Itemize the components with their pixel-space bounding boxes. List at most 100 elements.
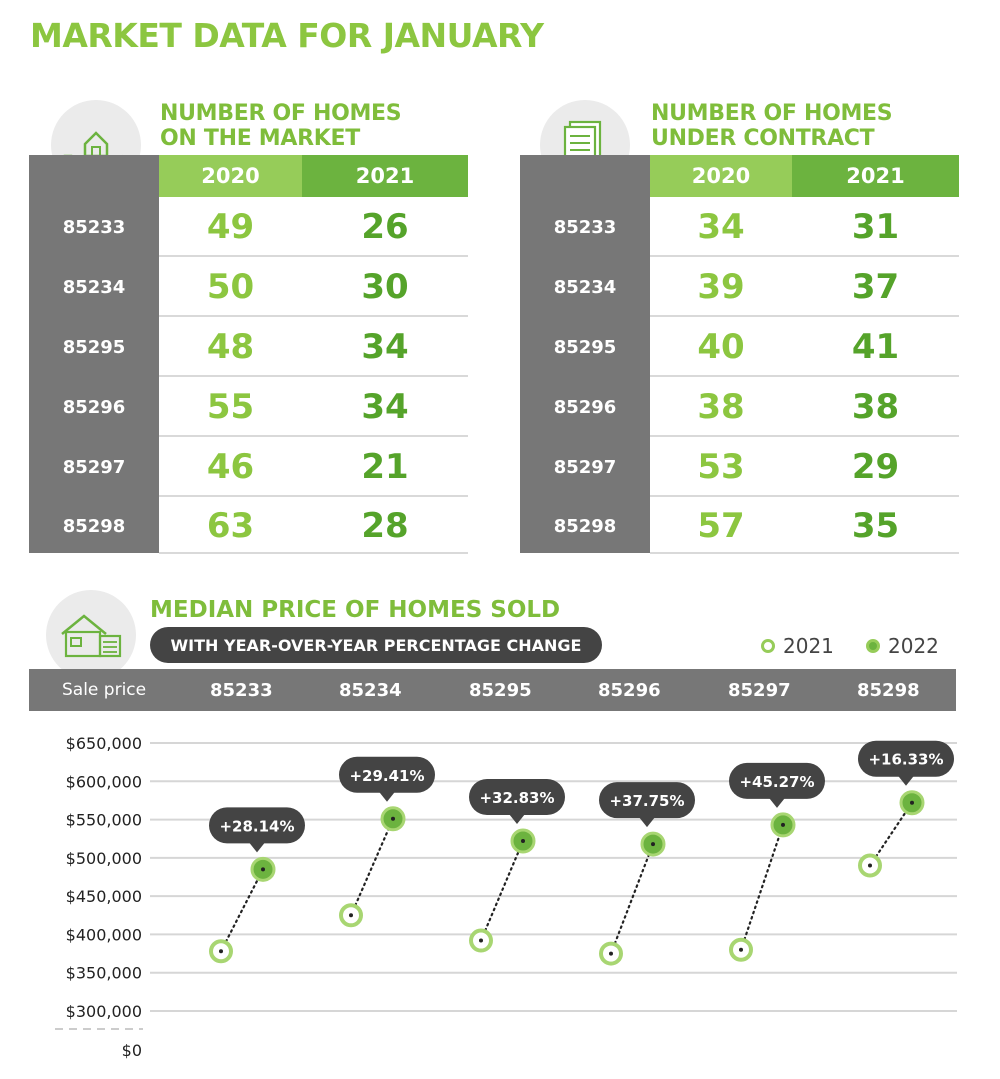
table-cell: 28 — [361, 506, 409, 546]
annotation-pointer — [769, 797, 785, 808]
category-label: 85297 — [728, 679, 791, 701]
point-2022-center — [391, 816, 395, 821]
point-2021-center — [739, 947, 743, 952]
zip-column — [520, 155, 650, 553]
zip-label: 85234 — [62, 276, 126, 298]
category-label: 85296 — [598, 679, 661, 701]
point-2022-center — [910, 800, 914, 805]
row-divider — [159, 375, 468, 377]
annotation-label: +16.33% — [868, 751, 943, 769]
annotation-label: +29.41% — [349, 767, 424, 785]
table-cell: 38 — [851, 387, 900, 427]
page-title: MARKET DATA FOR JANUARY — [30, 16, 544, 55]
zip-header-bar: Sale price 85233 85234 85295 85296 85297… — [29, 669, 956, 711]
point-2021-center — [219, 949, 223, 954]
change-connector — [609, 842, 655, 955]
table-cell: 34 — [361, 387, 409, 427]
table-title: NUMBER OF HOMES ON THE MARKET — [160, 101, 402, 151]
row-divider — [650, 255, 959, 257]
point-2021-center — [609, 951, 613, 956]
y-tick-label: $450,000 — [66, 887, 142, 906]
zip-label: 85233 — [62, 216, 126, 238]
chart-title: MEDIAN PRICE OF HOMES SOLD — [150, 597, 561, 623]
point-2021-center — [479, 938, 483, 943]
table-cell: 21 — [361, 447, 409, 487]
table-title: NUMBER OF HOMES UNDER CONTRACT — [651, 101, 893, 151]
row-divider — [650, 315, 959, 317]
y-tick-label: $300,000 — [66, 1002, 142, 1021]
year-header: 2020 — [650, 155, 792, 197]
legend-2021: 2021 — [761, 634, 834, 658]
point-2022-center — [781, 822, 785, 827]
annotation-bubble — [339, 756, 435, 793]
table-cell: 41 — [851, 327, 900, 367]
table-cell: 55 — [206, 387, 255, 427]
table-cell: 26 — [361, 207, 409, 247]
zip-label: 85296 — [62, 396, 126, 418]
row-divider — [650, 375, 959, 377]
y-tick-label: $550,000 — [66, 811, 142, 830]
y-tick-label: $600,000 — [66, 772, 142, 791]
annotation-pointer — [379, 791, 395, 802]
row-divider — [159, 552, 468, 554]
row-divider — [159, 435, 468, 437]
annotation-pointer — [509, 814, 525, 825]
category-label: 85298 — [857, 679, 920, 701]
change-connector — [219, 868, 265, 953]
table-cell: 30 — [361, 267, 409, 307]
table-cell: 38 — [697, 387, 745, 427]
axis-label: Sale price — [62, 680, 147, 700]
legend-filled-marker-icon — [866, 639, 880, 653]
annotation-label: +28.14% — [219, 817, 294, 835]
annotation-label: +45.27% — [739, 773, 814, 791]
y-tick-label: $500,000 — [66, 849, 142, 868]
zip-label: 85234 — [553, 276, 617, 298]
y-tick-label: $350,000 — [66, 964, 142, 983]
category-label: 85234 — [339, 679, 402, 701]
table-cell: 46 — [206, 447, 255, 487]
table-cell: 53 — [697, 447, 745, 487]
annotation-pointer — [898, 775, 914, 786]
row-divider — [650, 495, 959, 497]
table-cell: 39 — [697, 267, 745, 307]
table-cell: 35 — [851, 506, 900, 546]
table-cell: 63 — [206, 506, 255, 546]
zip-label: 85233 — [553, 216, 617, 238]
zip-label: 85295 — [553, 336, 617, 358]
table-cell: 29 — [851, 447, 900, 487]
point-2021-center — [349, 913, 353, 918]
house-garage-icon — [46, 590, 136, 680]
annotation-bubble — [599, 782, 695, 819]
table-cell: 31 — [851, 207, 900, 247]
year-header: 2021 — [792, 155, 959, 197]
annotation-label: +32.83% — [479, 789, 554, 807]
point-2021-center — [868, 863, 872, 868]
table-cell: 37 — [851, 267, 900, 307]
point-2022-center — [521, 839, 525, 844]
zip-label: 85297 — [553, 456, 617, 478]
zip-label: 85298 — [553, 515, 617, 537]
table-cell: 50 — [206, 267, 255, 307]
annotation-bubble — [209, 807, 305, 844]
zip-label: 85297 — [62, 456, 126, 478]
row-divider — [650, 435, 959, 437]
y-tick-label: $400,000 — [66, 925, 142, 944]
y-tick-label: $650,000 — [66, 734, 142, 753]
annotation-pointer — [639, 817, 655, 828]
change-connector — [739, 823, 785, 951]
legend-2022: 2022 — [866, 634, 939, 658]
change-connector — [479, 839, 525, 942]
category-label: 85295 — [469, 679, 532, 701]
annotation-bubble — [729, 762, 825, 799]
median-price-chart: $0 $300,000 $350,000 $400,000 $450,000 $500,0… — [55, 734, 957, 1060]
change-connector — [868, 801, 914, 867]
category-label: 85233 — [210, 679, 273, 701]
table-cell: 48 — [206, 327, 255, 367]
annotation-pointer — [249, 842, 265, 853]
row-divider — [159, 255, 468, 257]
change-connector — [349, 817, 395, 917]
table-cell: 40 — [697, 327, 745, 367]
year-header: 2020 — [159, 155, 302, 197]
table-cell: 34 — [361, 327, 409, 367]
point-2022-center — [651, 842, 655, 847]
